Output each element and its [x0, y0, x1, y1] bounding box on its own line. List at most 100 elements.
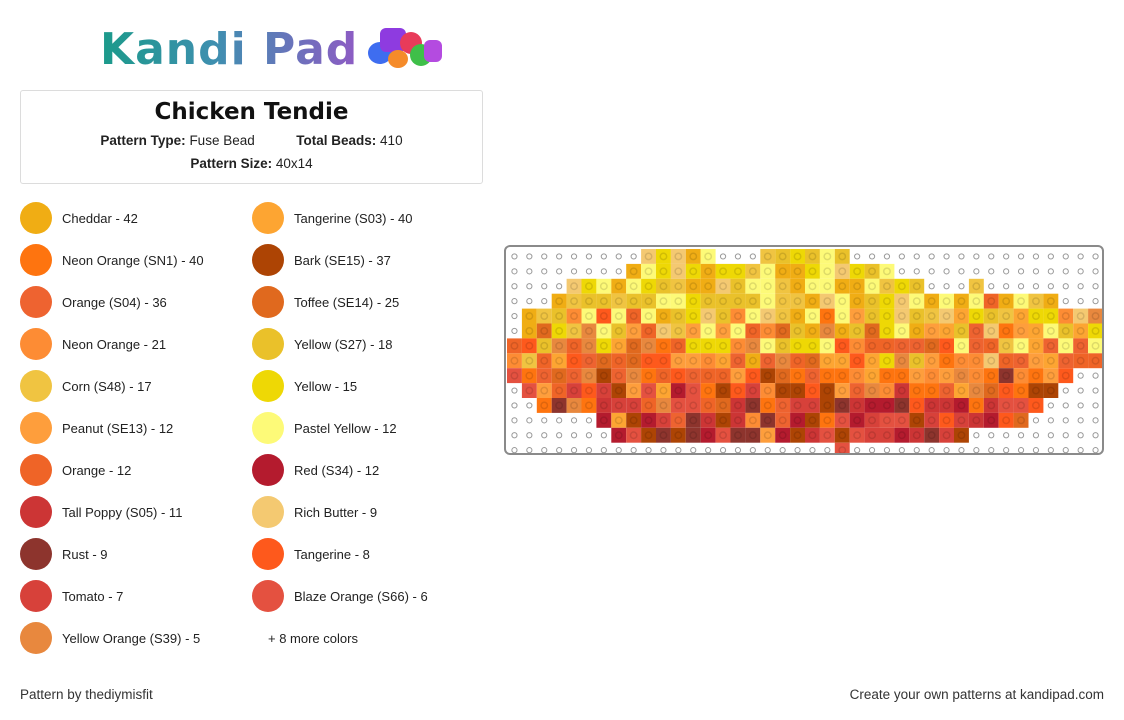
bead	[745, 383, 761, 398]
bead-hole	[883, 297, 891, 306]
bead-hole	[927, 371, 936, 380]
empty-peg	[556, 432, 563, 439]
bead-hole	[689, 341, 698, 350]
bead	[849, 353, 865, 369]
bead	[581, 383, 597, 398]
bead	[730, 353, 746, 369]
bead-hole	[629, 297, 638, 306]
bead	[536, 383, 552, 398]
bead	[730, 412, 746, 428]
bead	[611, 278, 627, 294]
bead	[805, 338, 820, 354]
bead-hole	[540, 312, 549, 321]
empty-peg	[913, 268, 920, 275]
empty-peg	[526, 253, 533, 260]
bead	[775, 398, 791, 413]
empty-peg	[1092, 372, 1099, 379]
bead-hole	[570, 401, 579, 410]
bead	[581, 368, 597, 384]
empty-peg	[1017, 283, 1025, 290]
bead	[611, 293, 627, 309]
bead	[760, 278, 776, 294]
bead	[968, 323, 984, 339]
bead	[596, 293, 612, 309]
bead	[670, 338, 686, 354]
bead	[849, 398, 865, 413]
bead	[819, 353, 835, 369]
empty-peg	[541, 432, 548, 439]
bead-hole	[823, 341, 832, 350]
empty-peg	[511, 327, 518, 335]
bead-hole	[585, 312, 593, 321]
empty-peg	[615, 253, 622, 260]
bead-hole	[1017, 401, 1025, 410]
bead-hole	[1017, 327, 1025, 335]
empty-peg	[1017, 432, 1025, 439]
bead	[670, 278, 686, 294]
empty-peg	[1092, 298, 1099, 305]
empty-peg	[511, 298, 518, 305]
bead	[760, 398, 776, 413]
bead-hole	[1032, 297, 1040, 306]
bead	[790, 263, 805, 279]
more-colors-link[interactable]: + 8 more colors	[268, 631, 358, 646]
empty-peg	[1062, 283, 1069, 290]
bead	[521, 308, 537, 324]
bead	[954, 293, 969, 309]
bead-hole	[674, 282, 683, 291]
kandipad-link[interactable]: Create your own patterns at kandipad.com	[849, 687, 1104, 702]
empty-peg	[1047, 447, 1054, 453]
bead	[685, 383, 701, 398]
bead-hole	[1032, 371, 1040, 380]
bead	[1013, 353, 1029, 369]
bead	[864, 308, 880, 324]
bead	[611, 338, 627, 354]
bead	[819, 368, 835, 384]
bead	[1043, 338, 1059, 354]
bead-hole	[957, 312, 966, 321]
beads-logo-icon	[366, 24, 446, 76]
bead	[879, 293, 895, 309]
legend-item: Rust - 9	[20, 538, 108, 570]
bead	[894, 353, 910, 369]
bead-hole	[1061, 327, 1070, 335]
legend-item: Tall Poppy (S05) - 11	[20, 496, 182, 528]
bead-hole	[570, 297, 579, 306]
bead-hole	[942, 386, 951, 395]
color-swatch	[20, 622, 52, 654]
bead	[685, 278, 701, 294]
legend-label: Orange (S04) - 36	[62, 294, 167, 310]
kandi-pad-logo[interactable]: Kandi Pad	[100, 24, 446, 76]
bead-hole	[927, 416, 936, 425]
bead-hole	[972, 282, 981, 291]
bead	[968, 338, 984, 354]
bead	[790, 323, 805, 339]
bead	[879, 412, 895, 428]
bead	[939, 338, 954, 354]
bead-hole	[912, 431, 921, 440]
legend-item: Blaze Orange (S66) - 6	[252, 580, 428, 612]
bead-hole	[659, 371, 668, 380]
empty-peg	[511, 447, 518, 453]
bead-hole	[912, 416, 921, 425]
bead-hole	[763, 386, 772, 395]
bead	[1013, 323, 1029, 339]
bead	[596, 368, 612, 384]
bead-hole	[972, 386, 981, 395]
bead	[775, 278, 791, 294]
bead	[894, 308, 910, 324]
bead	[924, 427, 940, 443]
bead-hole	[689, 312, 698, 321]
bead	[939, 368, 954, 384]
bead	[805, 278, 820, 294]
empty-peg	[541, 253, 548, 260]
bead	[1073, 308, 1089, 324]
bead-hole	[912, 371, 921, 380]
bead	[834, 308, 850, 324]
bead	[1028, 293, 1044, 309]
bead	[998, 368, 1014, 384]
bead	[834, 442, 850, 453]
bead-hole	[927, 297, 936, 306]
bead-hole	[897, 297, 906, 306]
bead	[641, 263, 656, 279]
